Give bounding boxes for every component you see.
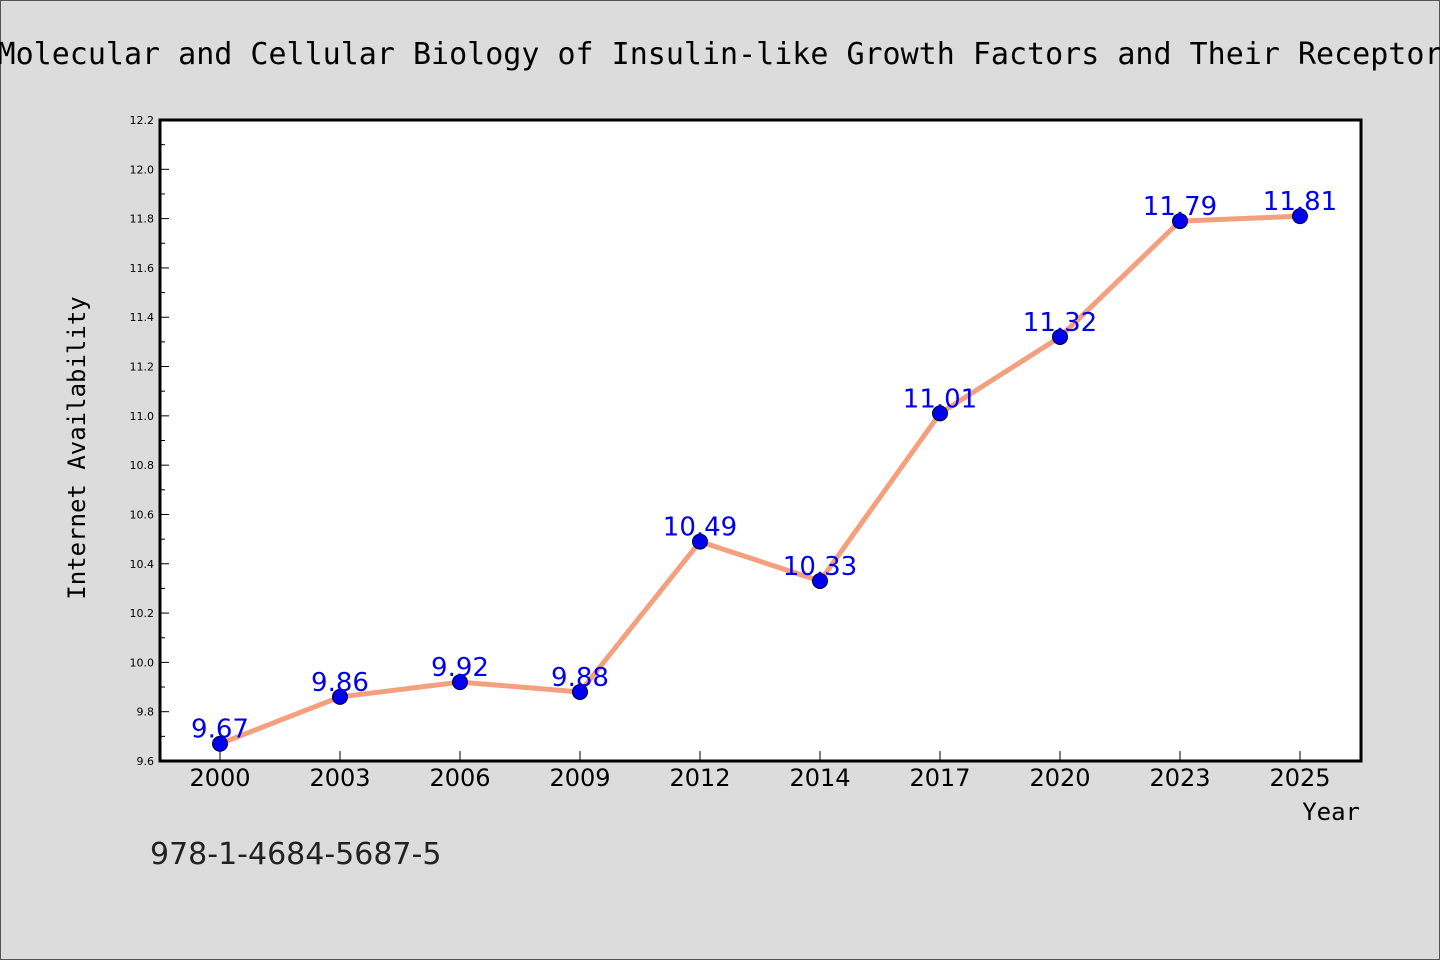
data-point xyxy=(1172,213,1188,230)
x-tick-label: 2017 xyxy=(909,764,970,792)
data-point xyxy=(1052,328,1068,345)
y-tick-label: 12.0 xyxy=(130,163,155,176)
y-tick-label: 11.0 xyxy=(130,410,155,423)
data-point xyxy=(932,405,948,422)
data-point xyxy=(692,533,708,550)
data-label: 11.79 xyxy=(1143,192,1217,222)
data-label: 11.81 xyxy=(1263,187,1337,217)
x-tick-label: 2025 xyxy=(1269,764,1330,792)
y-tick-label: 9.6 xyxy=(137,755,155,768)
y-tick-label: 11.8 xyxy=(130,213,155,226)
y-tick-label: 12.2 xyxy=(130,114,155,127)
y-axis: 9.6 9.8 10.0 10.2 10.4 10.6 10.8 11.0 11.2 11.4 11… xyxy=(130,114,169,768)
chart-title: Molecular and Cellular Biology of Insuli… xyxy=(0,37,1440,72)
x-axis-label: Year xyxy=(1302,798,1360,826)
x-axis: 2000 2003 2006 2009 2012 2014 2017 2020 2023 2025 xyxy=(189,751,1331,792)
x-tick-label: 2014 xyxy=(789,764,850,792)
y-tick-label: 10.8 xyxy=(130,459,155,472)
y-tick-label: 10.2 xyxy=(130,607,155,620)
isbn-text: 978-1-4684-5687-5 xyxy=(150,837,441,872)
data-label: 11.01 xyxy=(903,384,977,414)
y-tick-label: 10.6 xyxy=(130,508,155,521)
data-label: 9.67 xyxy=(191,715,249,745)
x-tick-label: 2003 xyxy=(309,764,370,792)
series-group: 9.67 9.86 9.92 9.88 10.49 10.33 11.01 11.32 11.7… xyxy=(191,187,1337,752)
series-line xyxy=(219,213,1301,747)
data-point xyxy=(212,735,228,752)
y-tick-label: 11.6 xyxy=(130,262,155,275)
data-point xyxy=(572,683,588,700)
data-label: 9.88 xyxy=(551,663,609,693)
data-label: 9.92 xyxy=(431,653,489,683)
data-point xyxy=(1292,208,1308,225)
x-tick-label: 2023 xyxy=(1149,764,1210,792)
data-label: 10.33 xyxy=(783,552,857,582)
data-label: 10.49 xyxy=(663,513,737,543)
data-point xyxy=(332,688,348,705)
y-tick-label: 11.4 xyxy=(130,311,155,324)
y-tick-label: 11.2 xyxy=(130,361,155,374)
x-tick-label: 2009 xyxy=(549,764,610,792)
x-tick-label: 2000 xyxy=(189,764,250,792)
y-tick-label: 9.8 xyxy=(137,706,155,719)
x-tick-label: 2012 xyxy=(669,764,730,792)
x-tick-label: 2006 xyxy=(429,764,490,792)
y-tick-label: 10.4 xyxy=(130,558,155,571)
plot-area xyxy=(158,118,1363,763)
x-tick-label: 2020 xyxy=(1029,764,1090,792)
data-label: 11.32 xyxy=(1023,308,1097,338)
data-label: 9.86 xyxy=(311,668,369,698)
y-tick-label: 10.0 xyxy=(130,656,155,669)
data-point xyxy=(452,674,468,691)
y-axis-label: Internet Availability xyxy=(63,296,91,599)
data-point xyxy=(812,573,828,590)
